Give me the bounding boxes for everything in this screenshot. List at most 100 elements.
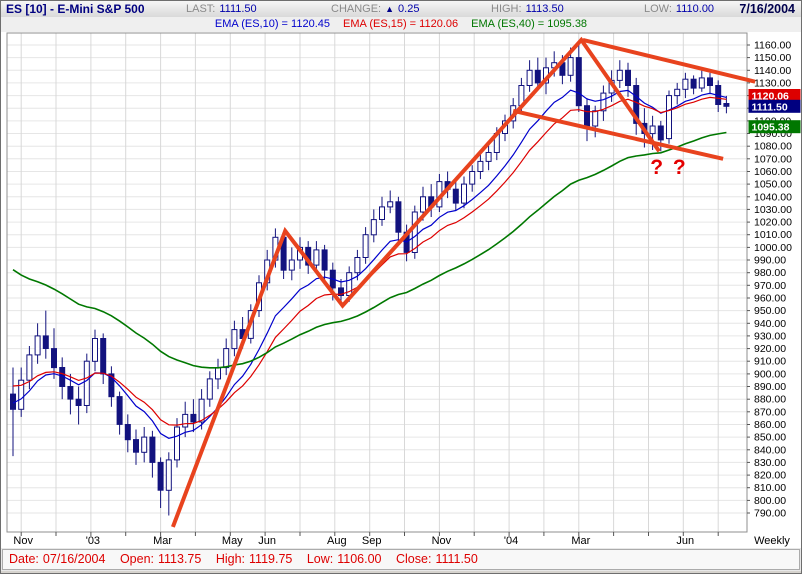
y-axis-tick-label: 1010.00 [754, 229, 792, 241]
y-axis-tick-label: 1050.00 [754, 179, 792, 191]
ema15-legend: EMA (ES,15) = 1120.06 [343, 18, 459, 30]
y-axis-tick-label: 940.00 [754, 318, 786, 330]
y-axis-tick-label: 850.00 [754, 432, 786, 444]
y-axis-tick-label: 870.00 [754, 406, 786, 418]
candle-up [698, 77, 705, 89]
candle-up [231, 329, 238, 350]
candle-up [526, 69, 533, 86]
candle-up [83, 360, 90, 407]
channel-trendline [512, 108, 724, 161]
y-axis-tick-label: 910.00 [754, 356, 786, 368]
candle-up [370, 219, 377, 236]
candle-up [469, 171, 476, 185]
ema10-legend: EMA (ES,10) = 1120.45 [214, 18, 330, 30]
last-value: 1111.50 [219, 3, 257, 15]
candle-down [534, 69, 541, 84]
candle-down [51, 348, 57, 369]
candle-down [690, 78, 697, 89]
y-axis-tick-label: 950.00 [754, 305, 786, 317]
candle-up [354, 257, 361, 274]
candle-down [575, 57, 582, 107]
candle-down [657, 125, 664, 141]
y-axis-tick-label: 970.00 [754, 280, 786, 292]
y-axis-tick-label: 930.00 [754, 330, 786, 342]
zigzag-trendline [171, 36, 661, 528]
y-axis-tick-label: 1000.00 [754, 242, 792, 254]
y-axis-tick-label: 920.00 [754, 343, 786, 355]
status-high: High: 1119.75 [215, 552, 293, 566]
y-axis-tick-label: 1070.00 [754, 153, 792, 165]
candle-up [174, 426, 180, 461]
high-value: 1113.50 [525, 3, 564, 15]
candle-up [92, 338, 98, 362]
y-axis-tick-label: 1150.00 [754, 52, 791, 64]
x-axis-month-label: '04 [504, 535, 518, 547]
price-badge-value: 1111.50 [752, 101, 788, 113]
candle-down [338, 287, 344, 296]
y-axis-tick-label: 810.00 [754, 482, 786, 494]
ema40-legend: EMA (ES,40) = 1095.38 [471, 18, 588, 30]
candle-up [165, 459, 172, 491]
high-quote: HIGH: 1113.50 [491, 1, 564, 17]
price-chart-svg[interactable]: 790.00800.00810.00820.00830.00840.00850.… [1, 32, 802, 548]
candle-down [133, 439, 139, 453]
y-axis-tick-label: 1030.00 [754, 204, 792, 216]
low-label: LOW: [644, 3, 672, 15]
candle-up [141, 436, 148, 453]
candle-down [42, 335, 49, 349]
candle-down [723, 103, 730, 107]
candle-up [34, 335, 41, 356]
low-value: 1110.00 [675, 3, 715, 15]
chart-canvas[interactable]: 790.00 800.00 810.00 820.00 830.00 840.00 850.… [1, 32, 801, 548]
y-axis-tick-label: 840.00 [754, 444, 786, 456]
candle-down [452, 188, 459, 204]
status-low: Low: 1106.00 [306, 552, 382, 566]
candle-up [485, 152, 492, 162]
quote-bar: ES [10] - E-Mini S&P 500 LAST: 1111.50 CH… [1, 1, 801, 18]
status-close: Close: 1111.50 [396, 552, 478, 566]
change-quote: CHANGE: ▲ 0.25 [331, 1, 419, 17]
y-axis-tick-label: 960.00 [754, 293, 786, 305]
candle-up [461, 183, 467, 204]
x-axis-month-label: Sep [362, 535, 382, 547]
low-quote: LOW: 1110.00 [644, 1, 714, 17]
candle-up [666, 95, 672, 140]
up-arrow-icon: ▲ [385, 4, 395, 14]
last-label: LAST: [186, 3, 216, 15]
last-quote: LAST: 1111.50 [186, 1, 257, 17]
y-axis-tick-label: 860.00 [754, 419, 786, 431]
candle-down [707, 77, 713, 87]
candle-down [157, 461, 164, 491]
question-marks-annotation: ? ? [650, 156, 688, 179]
y-axis-tick-label: 880.00 [754, 394, 786, 406]
y-axis-tick-label: 1080.00 [754, 141, 792, 153]
y-axis-tick-label: 900.00 [754, 368, 786, 380]
ema-line [12, 131, 727, 369]
x-axis-month-label: '03 [86, 535, 100, 547]
y-axis-tick-label: 990.00 [754, 255, 786, 267]
x-axis-month-label: Mar [571, 535, 590, 547]
x-axis-month-label: Aug [327, 535, 347, 547]
candle-down [633, 85, 640, 124]
y-axis-tick-label: 1060.00 [754, 166, 792, 178]
candle-down [584, 105, 590, 127]
candle-up [674, 88, 681, 97]
status-bar: Date: 07/16/2004 Open: 1113.75 High: 1119.7… [1, 548, 801, 571]
y-axis-tick-label: 1140.00 [754, 65, 791, 77]
y-axis-tick-label: 1130.00 [754, 77, 791, 89]
candle-down [116, 396, 123, 425]
price-badge-value: 1095.38 [752, 122, 790, 134]
candle-down [100, 338, 107, 375]
x-axis-month-label: Jun [258, 535, 276, 547]
x-axis-month-label: Mar [153, 535, 172, 547]
candle-up [379, 206, 385, 220]
candle-up [215, 367, 221, 380]
indicator-bar: EMA (ES,10) = 1120.45 EMA (ES,15) = 1120… [1, 17, 801, 33]
candle-down [190, 413, 197, 423]
candle-up [477, 160, 484, 172]
y-axis-tick-label: 790.00 [754, 508, 786, 520]
grid [6, 32, 748, 533]
price-badge [748, 99, 801, 113]
